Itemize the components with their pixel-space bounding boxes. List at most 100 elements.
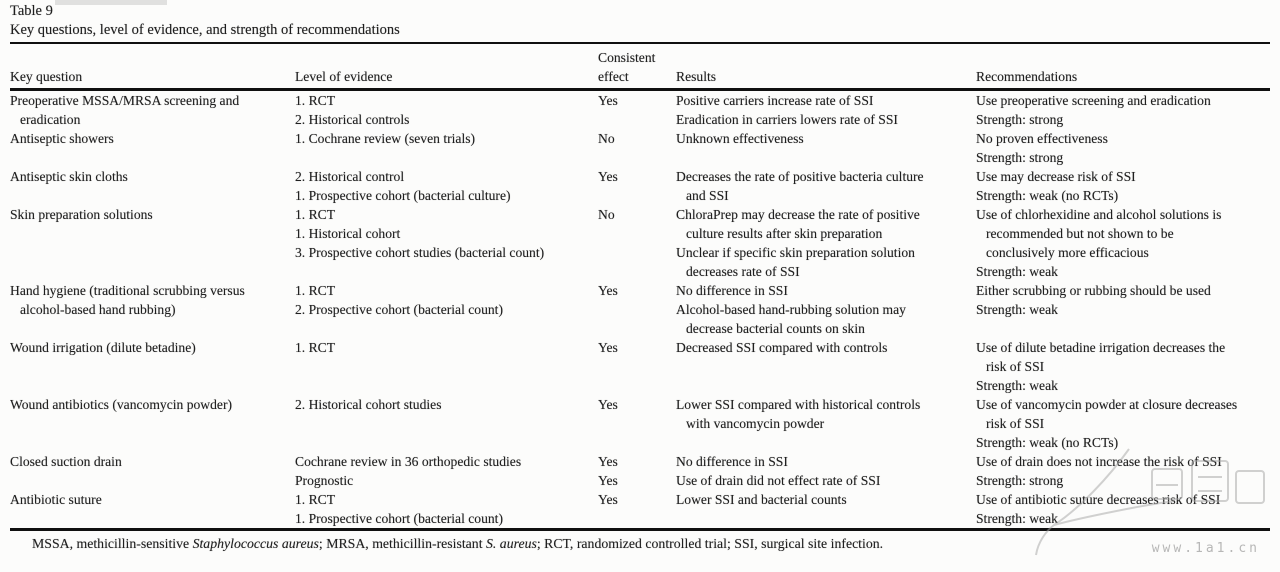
cell-effect: Yes [598, 281, 676, 338]
cell-effect: Yes [598, 167, 676, 205]
cell-recommendations: Use of drain does not increase the risk … [976, 452, 1270, 490]
cell-results: Decreased SSI compared with controls [676, 338, 976, 395]
bottom-rule [10, 528, 1270, 531]
cell-line: 1. RCT [295, 340, 336, 355]
cell-line: alcohol-based hand rubbing) [20, 302, 176, 317]
cell-effect: Yes [598, 338, 676, 395]
cell-line: 2. Historical control [295, 169, 405, 184]
cell-line: Lower SSI and bacterial counts [676, 492, 847, 507]
table-row: Preoperative MSSA/MRSA screening and erad… [10, 91, 1270, 129]
cell-line: Use of vancomycin powder at closure decr… [976, 397, 1238, 412]
footnote-italic-segment: S. aureus [486, 536, 537, 551]
table-row: Antibiotic suture 1. RCT 1. Prospective co… [10, 490, 1270, 528]
cell-line: culture results after skin preparation [686, 226, 883, 241]
cell-question: Closed suction drain [10, 452, 295, 490]
cell-recommendations: Use of chlorhexidine and alcohol solutio… [976, 205, 1270, 281]
cell-line: Wound irrigation (dilute betadine) [10, 340, 196, 355]
cell-line: 1. RCT [295, 492, 336, 507]
cell-results: Unknown effectiveness [676, 129, 976, 167]
cell-line: No [598, 131, 615, 146]
cell-question: Preoperative MSSA/MRSA screening and erad… [10, 91, 295, 129]
cell-line: 2. Historical cohort studies [295, 397, 442, 412]
cell-results: Decreases the rate of positive bacteria … [676, 167, 976, 205]
footnote-segment: ; RCT, randomized controlled trial; SSI,… [536, 536, 884, 551]
table-row: Hand hygiene (traditional scrubbing vers… [10, 281, 1270, 338]
cell-evidence: 1. RCT 1. Historical cohort 3. Prospective… [295, 205, 598, 281]
cell-line: Use of drain does not increase the risk … [976, 454, 1222, 469]
table-row: Wound irrigation (dilute betadine) 1. RCT… [10, 338, 1270, 395]
cell-line: Yes [598, 93, 618, 108]
cell-effect: Yes [598, 91, 676, 129]
cell-line: Hand hygiene (traditional scrubbing vers… [10, 283, 245, 298]
cell-line: Yes [598, 473, 618, 488]
cell-line: Skin preparation solutions [10, 207, 153, 222]
cell-line: Either scrubbing or rubbing should be us… [976, 283, 1211, 298]
cell-line: 2. Historical controls [295, 112, 410, 127]
cell-line: Use of drain did not effect rate of SSI [676, 473, 881, 488]
cell-line: Yes [598, 169, 618, 184]
scan-artifact [55, 0, 167, 5]
cell-evidence: 2. Historical cohort studies [295, 395, 598, 452]
cell-line: Strength: weak [976, 378, 1058, 393]
cell-line: Positive carriers increase rate of SSI [676, 93, 874, 108]
column-header-consistent-effect: Consistent effect [598, 50, 656, 84]
cell-line: Wound antibiotics (vancomycin powder) [10, 397, 233, 412]
cell-question: Wound antibiotics (vancomycin powder) [10, 395, 295, 452]
cell-line: Yes [598, 492, 618, 507]
cell-line: Alcohol-based hand-rubbing solution may [676, 302, 906, 317]
cell-evidence: 1. RCT 1. Prospective cohort (bacterial c… [295, 490, 598, 528]
cell-line: 1. RCT [295, 93, 336, 108]
cell-line: No difference in SSI [676, 283, 788, 298]
cell-line: Antibiotic suture [10, 492, 102, 507]
cell-effect: Yes [598, 395, 676, 452]
cell-line: 3. Prospective cohort studies (bacterial… [295, 245, 545, 260]
table-row: Skin preparation solutions 1. RCT 1. Histo… [10, 205, 1270, 281]
cell-recommendations: Use may decrease risk of SSI Strength: we… [976, 167, 1270, 205]
cell-results: No difference in SSI Alcohol-based hand-r… [676, 281, 976, 338]
column-header-recommendations: Recommendations [976, 69, 1078, 84]
cell-line: Strength: weak (no RCTs) [976, 188, 1119, 203]
cell-line: Strength: weak [976, 264, 1058, 279]
cell-line: Eradication in carriers lowers rate of S… [676, 112, 898, 127]
table-row: Closed suction drain Cochrane review in 3… [10, 452, 1270, 490]
cell-evidence: Cochrane review in 36 orthopedic studies… [295, 452, 598, 490]
cell-line: conclusively more efficacious [986, 245, 1149, 260]
cell-evidence: 2. Historical control 1. Prospective coho… [295, 167, 598, 205]
cell-line: 1. Prospective cohort (bacterial culture… [295, 188, 511, 203]
cell-line: Strength: strong [976, 150, 1064, 165]
cell-line: Decreases the rate of positive bacteria … [676, 169, 924, 184]
cell-line: ChloraPrep may decrease the rate of posi… [676, 207, 920, 222]
cell-line: and SSI [686, 188, 729, 203]
cell-line: 1. RCT [295, 207, 336, 222]
cell-results: Lower SSI and bacterial counts [676, 490, 976, 528]
cell-results: Lower SSI compared with historical contr… [676, 395, 976, 452]
cell-line: Closed suction drain [10, 454, 122, 469]
table-footnote: MSSA, methicillin-sensitive Staphylococc… [10, 535, 1270, 552]
cell-line: Strength: strong [976, 112, 1064, 127]
cell-evidence: 1. RCT [295, 338, 598, 395]
cell-line: Strength: strong [976, 473, 1064, 488]
cell-line: recommended but not shown to be [986, 226, 1174, 241]
cell-question: Hand hygiene (traditional scrubbing vers… [10, 281, 295, 338]
footnote-segment: MSSA, methicillin-sensitive [32, 536, 193, 551]
cell-recommendations: Use preoperative screening and eradicati… [976, 91, 1270, 129]
table-row: Wound antibiotics (vancomycin powder) 2. … [10, 395, 1270, 452]
table-number: Table 9 [10, 3, 53, 19]
cell-line: Cochrane review in 36 orthopedic studies [295, 454, 522, 469]
cell-line: Strength: weak [976, 511, 1058, 526]
cell-line: 2. Prospective cohort (bacterial count) [295, 302, 503, 317]
cell-line: Yes [598, 340, 618, 355]
column-header-level-of-evidence: Level of evidence [295, 69, 393, 84]
cell-evidence: 1. RCT 2. Prospective cohort (bacterial c… [295, 281, 598, 338]
cell-question: Antiseptic showers [10, 129, 295, 167]
cell-question: Antiseptic skin cloths [10, 167, 295, 205]
header-rule [10, 88, 1270, 91]
cell-line: Yes [598, 397, 618, 412]
footnote-italic-segment: Staphylococcus aureus [192, 536, 319, 551]
cell-line: Use preoperative screening and eradicati… [976, 93, 1211, 108]
cell-line: Decreased SSI compared with controls [676, 340, 888, 355]
cell-recommendations: Use of dilute betadine irrigation decrea… [976, 338, 1270, 395]
table-caption: Key questions, level of evidence, and st… [10, 22, 400, 38]
cell-line: Use of chlorhexidine and alcohol solutio… [976, 207, 1222, 222]
cell-line: Strength: weak (no RCTs) [976, 435, 1119, 450]
